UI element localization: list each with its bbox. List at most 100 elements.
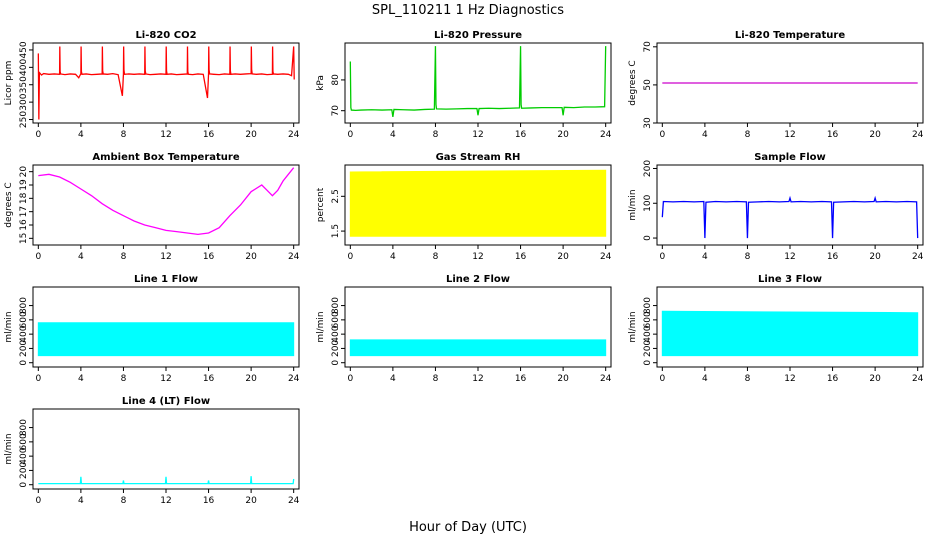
box_temp-x-tick-label: 24 [288, 252, 300, 262]
line1-y-tick-label: 0 [19, 360, 29, 366]
rh-x-tick-label: 8 [433, 252, 439, 262]
licor_temp-x-tick-label: 8 [745, 130, 751, 140]
licor_temp-title: Li-820 Temperature [735, 30, 845, 41]
co2-x-tick-label: 12 [160, 130, 171, 140]
box_temp-y-axis-label: degrees C [4, 182, 14, 227]
pressure-plot-frame [344, 42, 612, 124]
sample_flow-y-axis-label: ml/min [628, 189, 638, 220]
pressure-x-tick-label: 4 [390, 130, 396, 140]
box_temp-y-tick-label: 20 [19, 166, 29, 178]
rh-series-band [349, 169, 607, 237]
line4-series-line [38, 476, 295, 485]
line4-y-tick-label: 800 [19, 419, 29, 436]
pressure-x-tick-label: 20 [557, 130, 569, 140]
line4-x-tick-label: 16 [203, 496, 215, 506]
co2-y-axis-label: Licor ppm [4, 61, 14, 106]
line3-y-tick-label: 0 [643, 360, 653, 366]
line2-x-tick-label: 20 [557, 374, 569, 384]
panel-box_temp: Ambient Box Temperature 0 4 8 12 16 20 24 15 16 17… [4, 152, 300, 262]
line2-x-tick-label: 8 [433, 374, 439, 384]
sample_flow-title: Sample Flow [754, 152, 826, 163]
line2-x-tick-label: 0 [347, 374, 353, 384]
sample_flow-x-tick-label: 4 [702, 252, 708, 262]
line3-series-band [661, 310, 919, 357]
sample_flow-y-tick-label: 200 [643, 160, 653, 177]
line2-y-tick-label: 0 [331, 360, 341, 366]
pressure-x-tick-label: 0 [347, 130, 353, 140]
sample_flow-x-tick-label: 8 [745, 252, 751, 262]
box_temp-x-tick-label: 8 [121, 252, 127, 262]
sample_flow-y-tick-label: 0 [643, 235, 653, 241]
line1-x-tick-label: 0 [35, 374, 41, 384]
pressure-x-tick-label: 8 [433, 130, 439, 140]
line1-x-tick-label: 8 [121, 374, 127, 384]
co2-y-tick-label: 350 [19, 76, 29, 93]
line3-title: Line 3 Flow [758, 274, 822, 285]
line1-y-tick-label: 400 [19, 325, 29, 342]
line2-y-tick-label: 200 [331, 340, 341, 357]
line3-x-tick-label: 12 [784, 374, 795, 384]
box_temp-x-tick-label: 4 [78, 252, 84, 262]
sample_flow-x-tick-label: 12 [784, 252, 795, 262]
co2-x-tick-label: 24 [288, 130, 300, 140]
box_temp-plot-frame [32, 164, 300, 246]
box_temp-y-tick-label: 18 [19, 192, 29, 204]
licor_temp-x-tick-label: 12 [784, 130, 795, 140]
co2-title: Li-820 CO2 [135, 30, 196, 41]
line3-x-tick-label: 16 [827, 374, 839, 384]
licor_temp-y-tick-label: 50 [643, 79, 653, 91]
panel-sample_flow: Sample Flow 0 4 8 12 16 20 24 0 100 200 ml/min [628, 152, 924, 262]
line4-y-tick-label: 600 [19, 433, 29, 450]
box_temp-series-line [38, 167, 295, 235]
line1-series-band [37, 322, 295, 357]
line2-series-band [349, 339, 607, 357]
pressure-title: Li-820 Pressure [434, 30, 522, 41]
panel-line4: Line 4 (LT) Flow 0 4 8 12 16 20 24 0 200400600800… [4, 396, 300, 506]
line3-y-tick-label: 200 [643, 340, 653, 357]
line2-title: Line 2 Flow [446, 274, 510, 285]
box_temp-x-tick-label: 20 [245, 252, 257, 262]
panel-licor_temp: Li-820 Temperature 0 4 8 12 16 20 24 30 50 70 degre… [628, 30, 924, 140]
line4-y-tick-label: 400 [19, 447, 29, 464]
line3-x-tick-label: 0 [659, 374, 665, 384]
line1-x-tick-label: 24 [288, 374, 300, 384]
co2-x-tick-label: 8 [121, 130, 127, 140]
line4-y-axis-label: ml/min [4, 433, 14, 464]
line1-x-tick-label: 20 [245, 374, 257, 384]
line4-x-tick-label: 24 [288, 496, 300, 506]
box_temp-x-tick-label: 0 [35, 252, 41, 262]
line4-x-tick-label: 4 [78, 496, 84, 506]
licor_temp-x-tick-label: 4 [702, 130, 708, 140]
box_temp-x-tick-label: 16 [203, 252, 215, 262]
co2-y-tick-label: 300 [19, 93, 29, 110]
box_temp-y-tick-label: 17 [19, 206, 29, 217]
box_temp-x-tick-label: 12 [160, 252, 171, 262]
rh-x-tick-label: 0 [347, 252, 353, 262]
licor_temp-x-tick-label: 20 [869, 130, 881, 140]
pressure-x-tick-label: 16 [515, 130, 527, 140]
line1-x-tick-label: 16 [203, 374, 215, 384]
sample_flow-x-tick-label: 0 [659, 252, 665, 262]
line2-x-tick-label: 4 [390, 374, 396, 384]
figure-x-axis-label: Hour of Day (UTC) [409, 520, 527, 535]
line4-x-tick-label: 12 [160, 496, 171, 506]
line1-y-tick-label: 800 [19, 297, 29, 314]
line4-x-tick-label: 0 [35, 496, 41, 506]
sample_flow-plot-frame [656, 164, 924, 246]
rh-y-tick-label: 1.5 [331, 224, 341, 238]
licor_temp-y-axis-label: degrees C [628, 60, 638, 105]
line1-x-tick-label: 12 [160, 374, 171, 384]
line2-y-tick-label: 600 [331, 311, 341, 328]
co2-x-tick-label: 20 [245, 130, 257, 140]
line4-y-tick-label: 0 [19, 482, 29, 488]
licor_temp-x-tick-label: 24 [912, 130, 924, 140]
line3-y-axis-label: ml/min [628, 311, 638, 342]
licor_temp-y-tick-label: 30 [643, 117, 653, 129]
line3-x-tick-label: 24 [912, 374, 924, 384]
box_temp-y-tick-label: 19 [19, 179, 29, 191]
sample_flow-x-tick-label: 16 [827, 252, 839, 262]
